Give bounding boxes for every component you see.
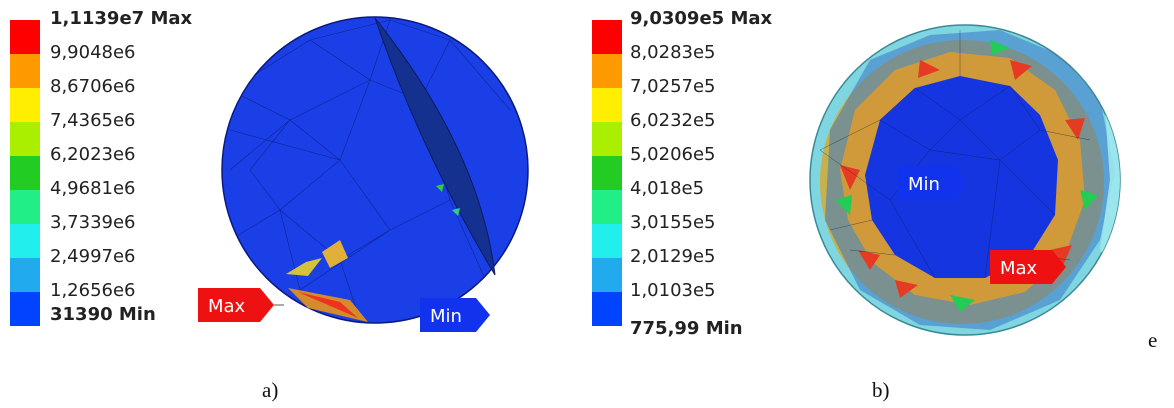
sphere-model-a bbox=[221, 16, 529, 324]
legend-b-level-label: 7,0257e5 bbox=[630, 76, 716, 97]
legend-a-swatch bbox=[10, 224, 40, 258]
legend-b-level-label: 6,0232e5 bbox=[630, 110, 716, 131]
max-tag-a: Max bbox=[198, 288, 284, 322]
legend-a-level-label: 7,4365e6 bbox=[50, 110, 136, 131]
legend-a-max-label: 1,1139e7 Max bbox=[50, 8, 193, 29]
legend-b-swatch bbox=[592, 190, 622, 224]
legend-a-level-label: 4,9681e6 bbox=[50, 178, 136, 199]
legend-b-level-label: 1,0103e5 bbox=[630, 280, 716, 301]
legend-a-level-label: 3,7339e6 bbox=[50, 212, 136, 233]
legend-a-level-label: 1,2656e6 bbox=[50, 280, 136, 301]
legend-b-swatch bbox=[592, 258, 622, 292]
min-tag-a-text: Min bbox=[430, 306, 462, 327]
legend-b-level-label: 8,0283e5 bbox=[630, 42, 716, 63]
legend-b-min-label: 775,99 Min bbox=[630, 318, 743, 339]
legend-a-level-label: 8,6706e6 bbox=[50, 76, 136, 97]
legend-a-swatch bbox=[10, 88, 40, 122]
legend-a-min-label: 31390 Min bbox=[50, 304, 156, 325]
min-tag-b-text: Min bbox=[908, 174, 940, 195]
max-tag-b: Max bbox=[990, 250, 1066, 284]
legend-b-swatch bbox=[592, 20, 622, 54]
legend-b-level-label: 2,0129e5 bbox=[630, 246, 716, 267]
legend-b-swatch bbox=[592, 122, 622, 156]
legend-b-level-label: 3,0155e5 bbox=[630, 212, 716, 233]
sphere-model-b bbox=[809, 24, 1121, 336]
stray-char: e bbox=[1148, 328, 1158, 352]
max-tag-b-text: Max bbox=[1000, 258, 1038, 279]
max-tag-a-text: Max bbox=[208, 296, 246, 317]
legend-a-level-label: 6,2023e6 bbox=[50, 144, 136, 165]
legend-a-level-label: 9,9048e6 bbox=[50, 42, 136, 63]
min-tag-a: Min bbox=[420, 298, 490, 332]
legend-b-swatch bbox=[592, 292, 622, 326]
legend-a-swatch bbox=[10, 258, 40, 292]
legend-a-swatch bbox=[10, 292, 40, 326]
legend-b-swatch bbox=[592, 88, 622, 122]
legend-b-swatch bbox=[592, 156, 622, 190]
legend-a-swatch bbox=[10, 156, 40, 190]
legend-a-swatch bbox=[10, 54, 40, 88]
caption-a: a) bbox=[262, 378, 279, 402]
legend-b-level-label: 4,018e5 bbox=[630, 178, 705, 199]
legend-b-swatch bbox=[592, 54, 622, 88]
legend-a-swatch bbox=[10, 190, 40, 224]
legend-a-swatch bbox=[10, 122, 40, 156]
caption-b: b) bbox=[872, 378, 890, 402]
legend-a-level-label: 2,4997e6 bbox=[50, 246, 136, 267]
min-tag-b: Min bbox=[898, 166, 968, 200]
legend-b-max-label: 9,0309e5 Max bbox=[630, 8, 773, 29]
legend-a-swatch bbox=[10, 20, 40, 54]
legend-b-level-label: 5,0206e5 bbox=[630, 144, 716, 165]
legend-b-swatch bbox=[592, 224, 622, 258]
